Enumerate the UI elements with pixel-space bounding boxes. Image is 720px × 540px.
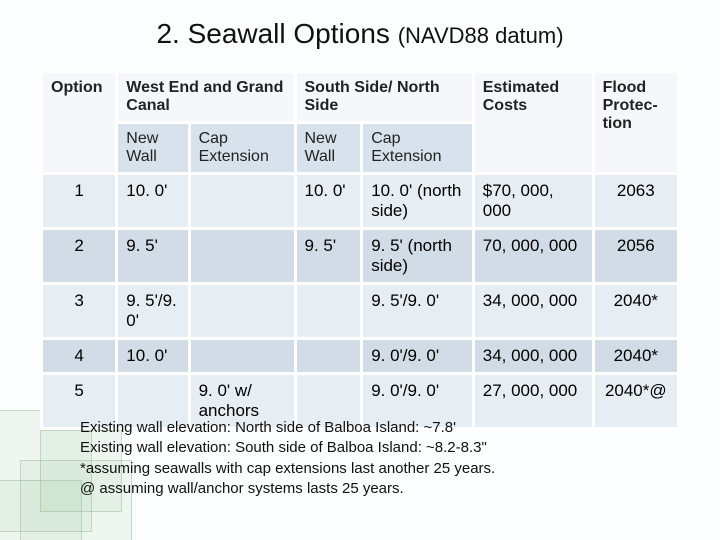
cell-w-cap — [189, 229, 295, 284]
table-row: 1 10. 0' 10. 0' 10. 0' (north side) $70,… — [42, 174, 679, 229]
table-row: 3 9. 5'/9. 0' 9. 5'/9. 0' 34, 000, 000 2… — [42, 284, 679, 339]
cell-s-new — [295, 339, 362, 374]
cell-s-new: 10. 0' — [295, 174, 362, 229]
col-south: South Side/ North Side — [295, 72, 473, 123]
cell-w-cap — [189, 284, 295, 339]
cell-opt: 2 — [42, 229, 117, 284]
table-row: 4 10. 0' 9. 0'/9. 0' 34, 000, 000 2040* — [42, 339, 679, 374]
cell-flood: 2040* — [593, 339, 678, 374]
cell-cost: 34, 000, 000 — [473, 339, 593, 374]
note-line-4: @ assuming wall/anchor systems lasts 25 … — [80, 479, 680, 499]
note-line-3: *assuming seawalls with cap extensions l… — [80, 459, 680, 479]
cell-w-new: 9. 5' — [117, 229, 189, 284]
col-west-new: New Wall — [117, 123, 189, 174]
cell-w-cap — [189, 339, 295, 374]
cell-s-cap: 9. 5'/9. 0' — [362, 284, 474, 339]
cell-s-new — [295, 284, 362, 339]
options-table-wrap: Option West End and Grand Canal South Si… — [40, 70, 680, 430]
title-sub: (NAVD88 datum) — [398, 23, 564, 48]
cell-w-new: 9. 5'/9. 0' — [117, 284, 189, 339]
header-row-1: Option West End and Grand Canal South Si… — [42, 72, 679, 123]
cell-opt: 1 — [42, 174, 117, 229]
table-row: 2 9. 5' 9. 5' 9. 5' (north side) 70, 000… — [42, 229, 679, 284]
cell-s-cap: 9. 5' (north side) — [362, 229, 474, 284]
cell-w-new: 10. 0' — [117, 339, 189, 374]
cell-w-new: 10. 0' — [117, 174, 189, 229]
slide-title: 2. Seawall Options (NAVD88 datum) — [0, 18, 720, 50]
table-body: 1 10. 0' 10. 0' 10. 0' (north side) $70,… — [42, 174, 679, 429]
cell-w-cap — [189, 174, 295, 229]
col-option: Option — [42, 72, 117, 174]
col-south-cap: Cap Extension — [362, 123, 474, 174]
col-flood: Flood Protec-tion — [593, 72, 678, 174]
cell-flood: 2056 — [593, 229, 678, 284]
cell-s-new: 9. 5' — [295, 229, 362, 284]
cell-opt: 3 — [42, 284, 117, 339]
cell-cost: $70, 000, 000 — [473, 174, 593, 229]
note-line-1: Existing wall elevation: North side of B… — [80, 418, 680, 438]
note-line-2: Existing wall elevation: South side of B… — [80, 438, 680, 458]
cell-flood: 2040* — [593, 284, 678, 339]
cell-s-cap: 10. 0' (north side) — [362, 174, 474, 229]
cell-flood: 2063 — [593, 174, 678, 229]
cell-opt: 4 — [42, 339, 117, 374]
footnotes: Existing wall elevation: North side of B… — [80, 418, 680, 499]
col-south-new: New Wall — [295, 123, 362, 174]
cell-cost: 34, 000, 000 — [473, 284, 593, 339]
col-west-cap: Cap Extension — [189, 123, 295, 174]
col-west: West End and Grand Canal — [117, 72, 295, 123]
title-main: 2. Seawall Options — [156, 18, 397, 49]
cell-cost: 70, 000, 000 — [473, 229, 593, 284]
cell-s-cap: 9. 0'/9. 0' — [362, 339, 474, 374]
col-costs: Estimated Costs — [473, 72, 593, 174]
options-table: Option West End and Grand Canal South Si… — [40, 70, 680, 430]
